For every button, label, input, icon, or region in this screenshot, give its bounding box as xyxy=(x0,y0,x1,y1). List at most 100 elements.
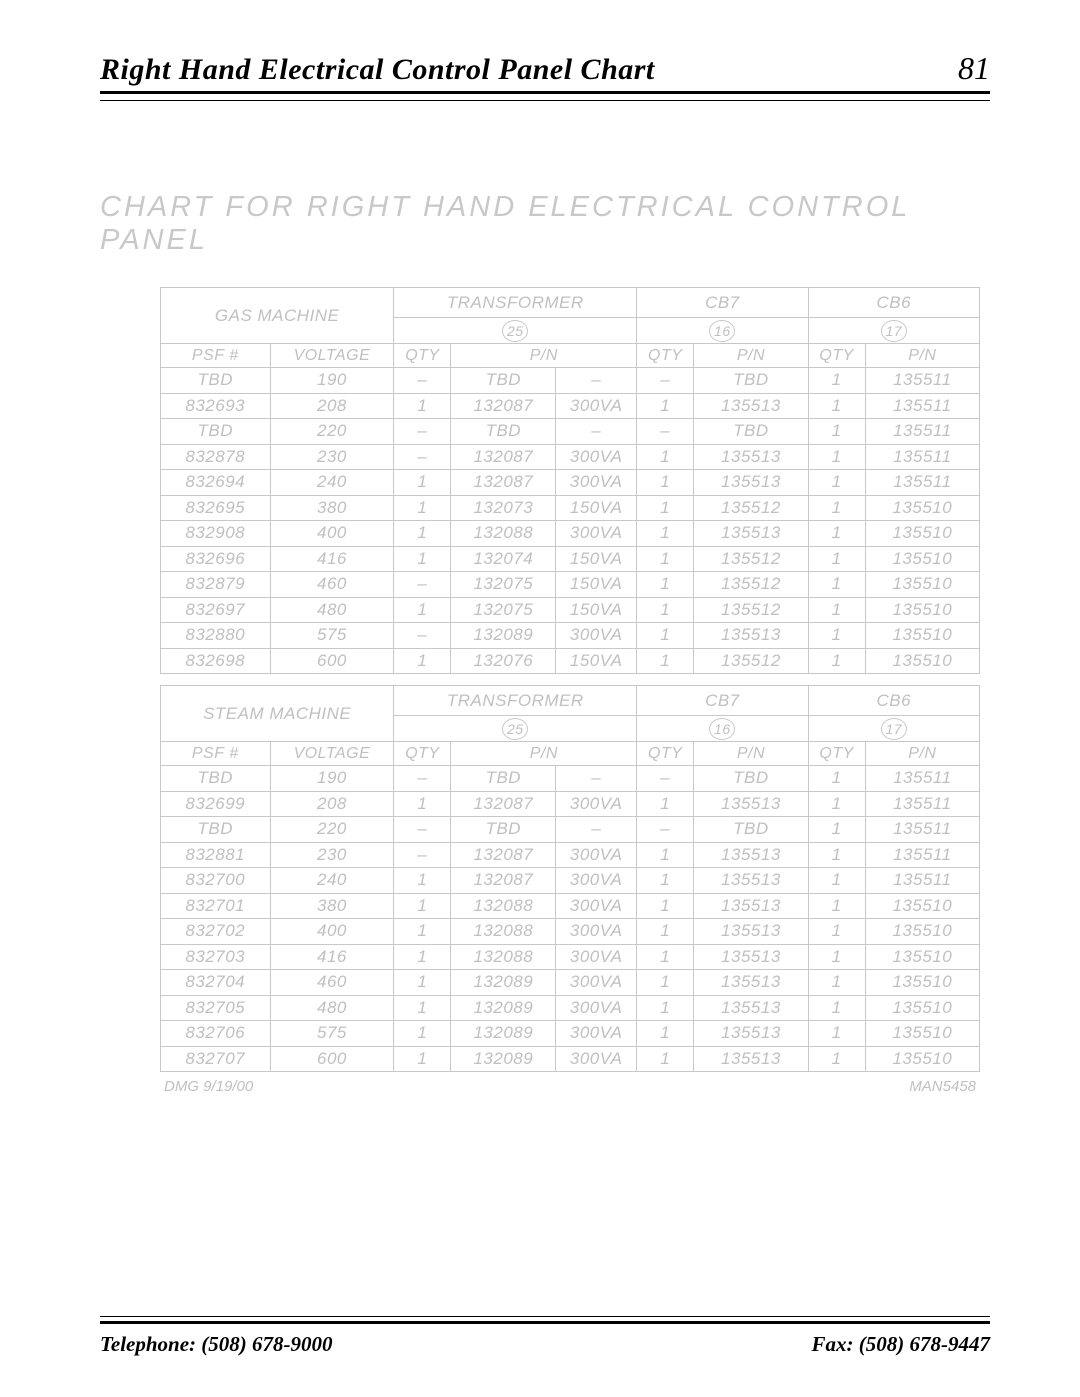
cell-cb7-qty: 1 xyxy=(637,1046,694,1072)
table-row: 8326953801132073150VA11355121135510 xyxy=(161,495,980,521)
cell-psf: 832698 xyxy=(161,648,271,674)
cell-cb6-pn: 135510 xyxy=(865,495,979,521)
cell-cb6-qty: 1 xyxy=(808,648,865,674)
cell-t-qty: 1 xyxy=(394,470,451,496)
cell-cb6-qty: 1 xyxy=(808,393,865,419)
cell-cb7-qty: 1 xyxy=(637,648,694,674)
cell-t-qty: 1 xyxy=(394,868,451,894)
cell-t-pn: 132088 xyxy=(451,919,556,945)
footnotes: DMG 9/19/00 MAN5458 xyxy=(160,1078,980,1095)
cell-voltage: 400 xyxy=(270,521,394,547)
cell-t-pn: 132088 xyxy=(451,944,556,970)
cell-cb6-qty: 1 xyxy=(808,419,865,445)
cell-voltage: 460 xyxy=(270,970,394,996)
cb7-pn-header: P/N xyxy=(694,742,808,766)
cell-cb7-pn: 135512 xyxy=(694,546,808,572)
cell-t-pn: 132087 xyxy=(451,444,556,470)
cell-psf: TBD xyxy=(161,368,271,394)
cell-cb7-pn: 135513 xyxy=(694,393,808,419)
cell-cb6-pn: 135510 xyxy=(865,995,979,1021)
cell-cb7-qty: 1 xyxy=(637,919,694,945)
table-row: TBD220–TBD––TBD1135511 xyxy=(161,817,980,843)
cell-cb6-qty: 1 xyxy=(808,368,865,394)
cell-t-pn: 132089 xyxy=(451,970,556,996)
footnote-right: MAN5458 xyxy=(909,1078,976,1095)
cell-cb7-pn: 135513 xyxy=(694,470,808,496)
cell-voltage: 220 xyxy=(270,817,394,843)
cell-t-va: 150VA xyxy=(556,597,637,623)
table-row: TBD190–TBD––TBD1135511 xyxy=(161,766,980,792)
t-pn-header: P/N xyxy=(451,742,637,766)
chart-title: CHART FOR RIGHT HAND ELECTRICAL CONTROL … xyxy=(100,191,990,257)
cb6-circle: 17 xyxy=(808,716,979,742)
cb7-header: CB7 xyxy=(637,288,808,318)
cell-t-qty: 1 xyxy=(394,970,451,996)
cb7-circle: 16 xyxy=(637,318,808,344)
transformer-circle: 25 xyxy=(394,716,637,742)
cell-voltage: 575 xyxy=(270,623,394,649)
table-row: 8327024001132088300VA11355131135510 xyxy=(161,919,980,945)
cb7-circle: 16 xyxy=(637,716,808,742)
cell-cb6-pn: 135510 xyxy=(865,521,979,547)
table-row: 8327002401132087300VA11355131135511 xyxy=(161,868,980,894)
cell-cb7-qty: 1 xyxy=(637,995,694,1021)
cell-cb7-qty: 1 xyxy=(637,470,694,496)
cb6-qty-header: QTY xyxy=(808,344,865,368)
cell-t-qty: – xyxy=(394,766,451,792)
cell-t-pn: 132087 xyxy=(451,842,556,868)
cell-t-pn: 132074 xyxy=(451,546,556,572)
table-row: 832881230–132087300VA11355131135511 xyxy=(161,842,980,868)
cell-psf: 832700 xyxy=(161,868,271,894)
voltage-header: VOLTAGE xyxy=(270,344,394,368)
cb7-header: CB7 xyxy=(637,686,808,716)
cell-t-qty: 1 xyxy=(394,521,451,547)
cell-t-pn: TBD xyxy=(451,817,556,843)
cell-t-qty: 1 xyxy=(394,546,451,572)
cell-voltage: 480 xyxy=(270,597,394,623)
cell-psf: 832879 xyxy=(161,572,271,598)
cell-cb6-pn: 135510 xyxy=(865,944,979,970)
cb6-header: CB6 xyxy=(808,686,979,716)
cell-cb6-qty: 1 xyxy=(808,623,865,649)
t-pn-header: P/N xyxy=(451,344,637,368)
cell-t-va: – xyxy=(556,368,637,394)
cell-t-va: 300VA xyxy=(556,393,637,419)
cell-cb6-qty: 1 xyxy=(808,470,865,496)
cell-cb6-qty: 1 xyxy=(808,597,865,623)
cell-voltage: 600 xyxy=(270,648,394,674)
table-row: 8327054801132089300VA11355131135510 xyxy=(161,995,980,1021)
cell-voltage: 416 xyxy=(270,546,394,572)
cb7-pn-header: P/N xyxy=(694,344,808,368)
cell-cb6-qty: 1 xyxy=(808,995,865,1021)
cell-t-pn: 132087 xyxy=(451,868,556,894)
table-row: 8327034161132088300VA11355131135510 xyxy=(161,944,980,970)
footer-fax: Fax: (508) 678-9447 xyxy=(812,1332,990,1357)
cell-cb6-pn: 135511 xyxy=(865,419,979,445)
cell-cb7-pn: 135513 xyxy=(694,1021,808,1047)
cell-psf: 832699 xyxy=(161,791,271,817)
cell-psf: 832706 xyxy=(161,1021,271,1047)
cell-t-va: 300VA xyxy=(556,868,637,894)
cell-cb6-pn: 135511 xyxy=(865,368,979,394)
cb6-circle: 17 xyxy=(808,318,979,344)
cell-t-qty: 1 xyxy=(394,919,451,945)
machine-header: STEAM MACHINE xyxy=(161,686,394,742)
header-rule xyxy=(100,100,990,101)
table-row: TBD190–TBD––TBD1135511 xyxy=(161,368,980,394)
cell-t-qty: 1 xyxy=(394,893,451,919)
table-row: 8327076001132089300VA11355131135510 xyxy=(161,1046,980,1072)
cell-t-pn: 132088 xyxy=(451,521,556,547)
cell-cb6-qty: 1 xyxy=(808,919,865,945)
cell-t-va: 300VA xyxy=(556,842,637,868)
cell-t-pn: 132089 xyxy=(451,1021,556,1047)
cell-cb6-pn: 135510 xyxy=(865,893,979,919)
cell-t-qty: – xyxy=(394,817,451,843)
cell-cb6-pn: 135510 xyxy=(865,597,979,623)
cell-cb7-qty: 1 xyxy=(637,623,694,649)
cell-voltage: 380 xyxy=(270,495,394,521)
cell-cb6-qty: 1 xyxy=(808,1021,865,1047)
cell-voltage: 460 xyxy=(270,572,394,598)
cb7-qty-header: QTY xyxy=(637,344,694,368)
cell-t-va: 150VA xyxy=(556,546,637,572)
machine-header: GAS MACHINE xyxy=(161,288,394,344)
